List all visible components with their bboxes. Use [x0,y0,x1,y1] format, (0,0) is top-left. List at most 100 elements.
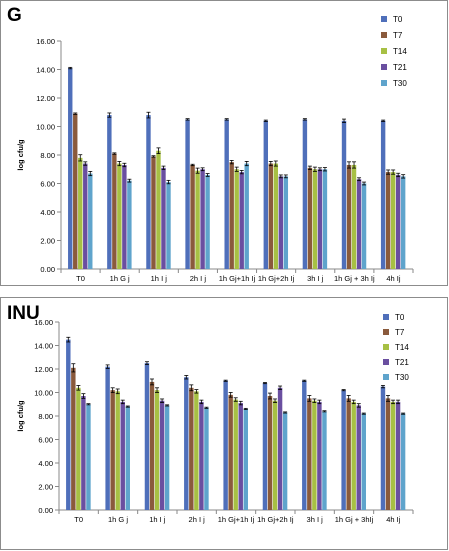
bar [204,407,209,510]
bar [361,413,366,510]
bar [164,405,170,510]
legend-label: T7 [393,31,403,40]
legend-swatch [381,16,387,22]
bar [154,390,160,510]
legend-label: T14 [395,343,409,352]
y-tick-label: 4.00 [38,459,53,468]
bar [283,176,289,269]
bar [312,400,317,510]
legend-swatch [383,359,389,365]
x-tick-label: 1h G j [108,515,128,524]
bar [351,401,356,510]
legend-swatch [381,64,387,70]
bar [224,119,229,269]
bar [190,164,195,269]
x-tick-label: T0 [74,515,83,524]
y-axis-title: log cfu/g [16,400,25,432]
y-tick-label: 0.00 [38,506,53,515]
legend-label: T30 [393,79,407,88]
y-tick-label: 14.00 [36,66,55,75]
x-tick-label: 1h I j [151,274,168,283]
bar [282,412,288,510]
bar [356,179,362,269]
legend-swatch [381,80,387,86]
x-tick-label: 3h I j [307,274,324,283]
x-tick-label: 2h I j [189,515,206,524]
bar [76,387,81,510]
chart-panel-g: 0.00 2.00 4.00 6.00 8.00 10.00 12.00 14.00 16.00… [0,0,448,286]
bar [356,405,361,510]
legend-label: T7 [395,328,405,337]
x-tick-label: 1h I j [149,515,166,524]
bar [341,120,347,269]
bar [244,163,249,269]
bar [267,396,273,510]
bar [400,176,406,269]
y-tick-label: 8.00 [40,151,55,160]
bar [120,401,125,510]
bar [185,119,190,269]
bar [107,115,112,269]
y-tick-label: 16.00 [36,37,55,46]
x-tick-label: 1h Gj+1h Ij [219,274,256,283]
bar [390,172,396,269]
bar [272,400,278,510]
y-tick-label: 16.00 [34,318,53,327]
y-tick-label: 0.00 [40,265,55,274]
bar [146,115,151,269]
bar [278,176,284,269]
legend-swatch [383,314,389,320]
legend-label: T14 [393,47,407,56]
legend-swatch [381,32,387,38]
bar [400,413,406,510]
y-tick-label: 6.00 [38,436,53,445]
bar [277,387,283,510]
bar [268,163,274,269]
bar [166,182,171,269]
bar [189,387,194,510]
bar [149,381,155,510]
x-tick-label: T0 [76,274,85,283]
bar [307,167,313,269]
legend-label: T21 [395,358,409,367]
chart-svg-g: 0.00 2.00 4.00 6.00 8.00 10.00 12.00 14.00 16.00… [16,15,414,283]
y-tick-label: 2.00 [38,483,53,492]
legend-swatch [381,48,387,54]
bar [229,162,234,269]
bar [380,386,386,510]
bar [194,391,199,510]
bar [86,404,91,510]
legend-swatch [383,374,389,380]
x-tick-label: 2h I j [190,274,207,283]
bar [351,164,357,269]
bar [312,169,318,269]
bar [83,163,88,269]
x-tick-label: 1h Gj+2h Ij [257,515,294,524]
bar [159,400,165,510]
x-tick-label: 4h Ij [386,515,401,524]
bar [112,153,117,269]
bar [341,390,346,510]
bar [390,401,396,510]
bar [223,380,228,510]
bar [71,367,76,510]
y-tick-label: 14.00 [34,342,53,351]
bar [66,339,71,510]
bar [144,363,150,510]
bar [346,398,351,510]
bar [380,120,386,269]
bar [233,399,238,510]
y-tick-label: 2.00 [40,237,55,246]
y-tick-label: 12.00 [36,94,55,103]
bar [322,411,327,510]
y-tick-label: 6.00 [40,180,55,189]
plot-group: 0.00 2.00 4.00 6.00 8.00 10.00 12.00 14.00 16.00… [16,313,414,524]
bar [199,401,204,510]
bar [307,398,312,510]
bar [361,183,367,269]
bar [115,391,120,510]
bar [161,167,166,269]
x-tick-label: 1h Gj+1h Ij [218,515,255,524]
bar [127,180,132,269]
panel-label-g: G [7,5,22,26]
